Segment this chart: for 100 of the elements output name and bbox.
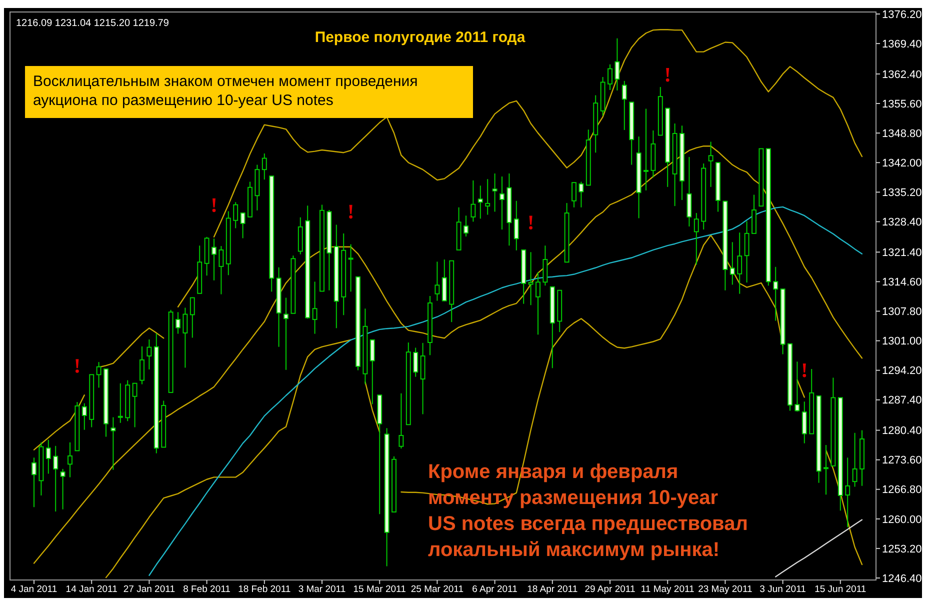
candlestick xyxy=(132,382,138,428)
candlestick xyxy=(110,416,116,470)
candlestick xyxy=(802,401,807,444)
x-tick-label: 15 Jun 2011 xyxy=(814,584,866,595)
y-tick-label: 1287.40 xyxy=(882,394,922,407)
line-series xyxy=(33,145,863,564)
candlestick xyxy=(464,215,468,237)
candlestick xyxy=(118,382,123,424)
candlestick xyxy=(752,194,756,234)
x-tick-label: 4 Jan 2011 xyxy=(10,584,58,595)
x-tick-label: 18 Apr 2011 xyxy=(527,584,578,595)
candlestick xyxy=(398,392,404,450)
point xyxy=(212,208,216,212)
candlestick xyxy=(262,152,267,180)
y-tick-label: 1362.40 xyxy=(882,68,922,81)
candlestick xyxy=(730,242,735,286)
y-tick-label: 1342.00 xyxy=(882,157,922,170)
y-tick-label: 1307.80 xyxy=(882,306,922,318)
candlestick xyxy=(190,296,195,338)
x-tick-label: 29 Apr 2011 xyxy=(584,584,636,595)
candlestick xyxy=(140,346,144,385)
y-tick-label: 1246.40 xyxy=(882,572,922,585)
candlestick xyxy=(284,297,288,370)
x-tick-label: 3 Jun 2011 xyxy=(760,584,806,595)
candlestick xyxy=(478,185,483,220)
x-tick-label: 6 Apr 2011 xyxy=(472,584,518,595)
x-tick-label: 23 May 2011 xyxy=(698,584,752,595)
annotation: Восклицательным знаком отмечен момент проведения аукциона по размещению 10-year US notes xyxy=(33,73,418,109)
candlestick xyxy=(370,339,375,405)
y-tick-label: 1314.60 xyxy=(882,276,922,289)
x-tick-label: 3 Mar 2011 xyxy=(298,584,346,595)
candlestick xyxy=(542,245,548,286)
point xyxy=(76,369,79,373)
point xyxy=(666,78,670,82)
candlestick xyxy=(146,338,152,370)
point xyxy=(529,226,532,230)
y-tick-label: 1294.20 xyxy=(882,365,922,378)
y-tick-label: 1369.40 xyxy=(882,38,922,50)
candlestick xyxy=(485,178,490,216)
y-tick-label: 1335.20 xyxy=(882,187,922,199)
x-tick-label: 8 Feb 2011 xyxy=(183,584,230,595)
y-tick-label: 1273.60 xyxy=(882,454,922,467)
y-tick-label: 1348.80 xyxy=(882,128,922,140)
candlestick xyxy=(744,220,750,284)
candlestick xyxy=(622,80,627,131)
y-tick-label: 1355.60 xyxy=(882,98,922,110)
candlestick xyxy=(794,361,800,412)
x-tick-label: 18 Feb 2011 xyxy=(238,584,291,595)
candlestick xyxy=(686,156,692,227)
candlestick xyxy=(694,212,699,266)
y-tick-label: 1266.80 xyxy=(882,484,922,496)
candlestick xyxy=(773,266,778,322)
text: Первое полугодие 2011 года xyxy=(314,29,526,46)
candlestick xyxy=(470,180,476,222)
candlestick xyxy=(845,457,850,528)
candlestick xyxy=(824,444,828,496)
candlestick xyxy=(578,181,584,208)
candlestick xyxy=(500,176,504,230)
candlestick xyxy=(312,281,318,334)
line-series xyxy=(775,519,863,578)
y-tick-label: 1280.40 xyxy=(882,425,922,438)
candlestick xyxy=(608,64,612,91)
candlestick xyxy=(737,232,742,294)
y-tick-label: 1301.00 xyxy=(882,336,922,348)
candlestick xyxy=(96,362,102,388)
candlestick xyxy=(442,259,447,302)
candlestick xyxy=(233,202,238,229)
candlestick xyxy=(572,182,576,208)
point xyxy=(349,215,352,219)
x-tick-label: 15 Mar 2011 xyxy=(353,584,406,595)
point xyxy=(802,374,806,378)
candlestick xyxy=(514,200,519,251)
candlestick xyxy=(528,252,534,306)
y-tick-label: 1328.40 xyxy=(882,216,922,229)
candlestick xyxy=(348,244,354,292)
annotation: 1216.09 1231.04 1215.20 1219.79 xyxy=(16,18,170,29)
candlestick xyxy=(53,445,58,512)
candlestick xyxy=(614,38,620,91)
candlestick xyxy=(644,108,648,191)
x-tick-label: 27 Jan 2011 xyxy=(123,584,175,595)
candlestick xyxy=(852,432,858,488)
candlestick xyxy=(32,457,36,508)
candlestick xyxy=(82,402,87,430)
candlestick xyxy=(176,312,180,334)
y-tick-label: 1376.20 xyxy=(882,8,922,21)
y-tick-label: 1321.40 xyxy=(882,246,922,259)
candlestick xyxy=(60,468,66,510)
candlestick xyxy=(492,172,498,212)
candlestick xyxy=(218,246,224,295)
candlestick xyxy=(182,307,188,368)
candlestick xyxy=(420,342,426,415)
candlestick xyxy=(708,141,714,188)
x-tick-label: 25 Mar 2011 xyxy=(410,584,464,595)
candlestick xyxy=(46,439,51,474)
candlestick xyxy=(240,212,246,239)
candlestick xyxy=(413,347,418,378)
candlestick xyxy=(536,272,540,336)
candlestick xyxy=(434,261,440,302)
x-tick-label: 14 Jan 2011 xyxy=(66,584,118,595)
candlestick xyxy=(212,238,216,281)
